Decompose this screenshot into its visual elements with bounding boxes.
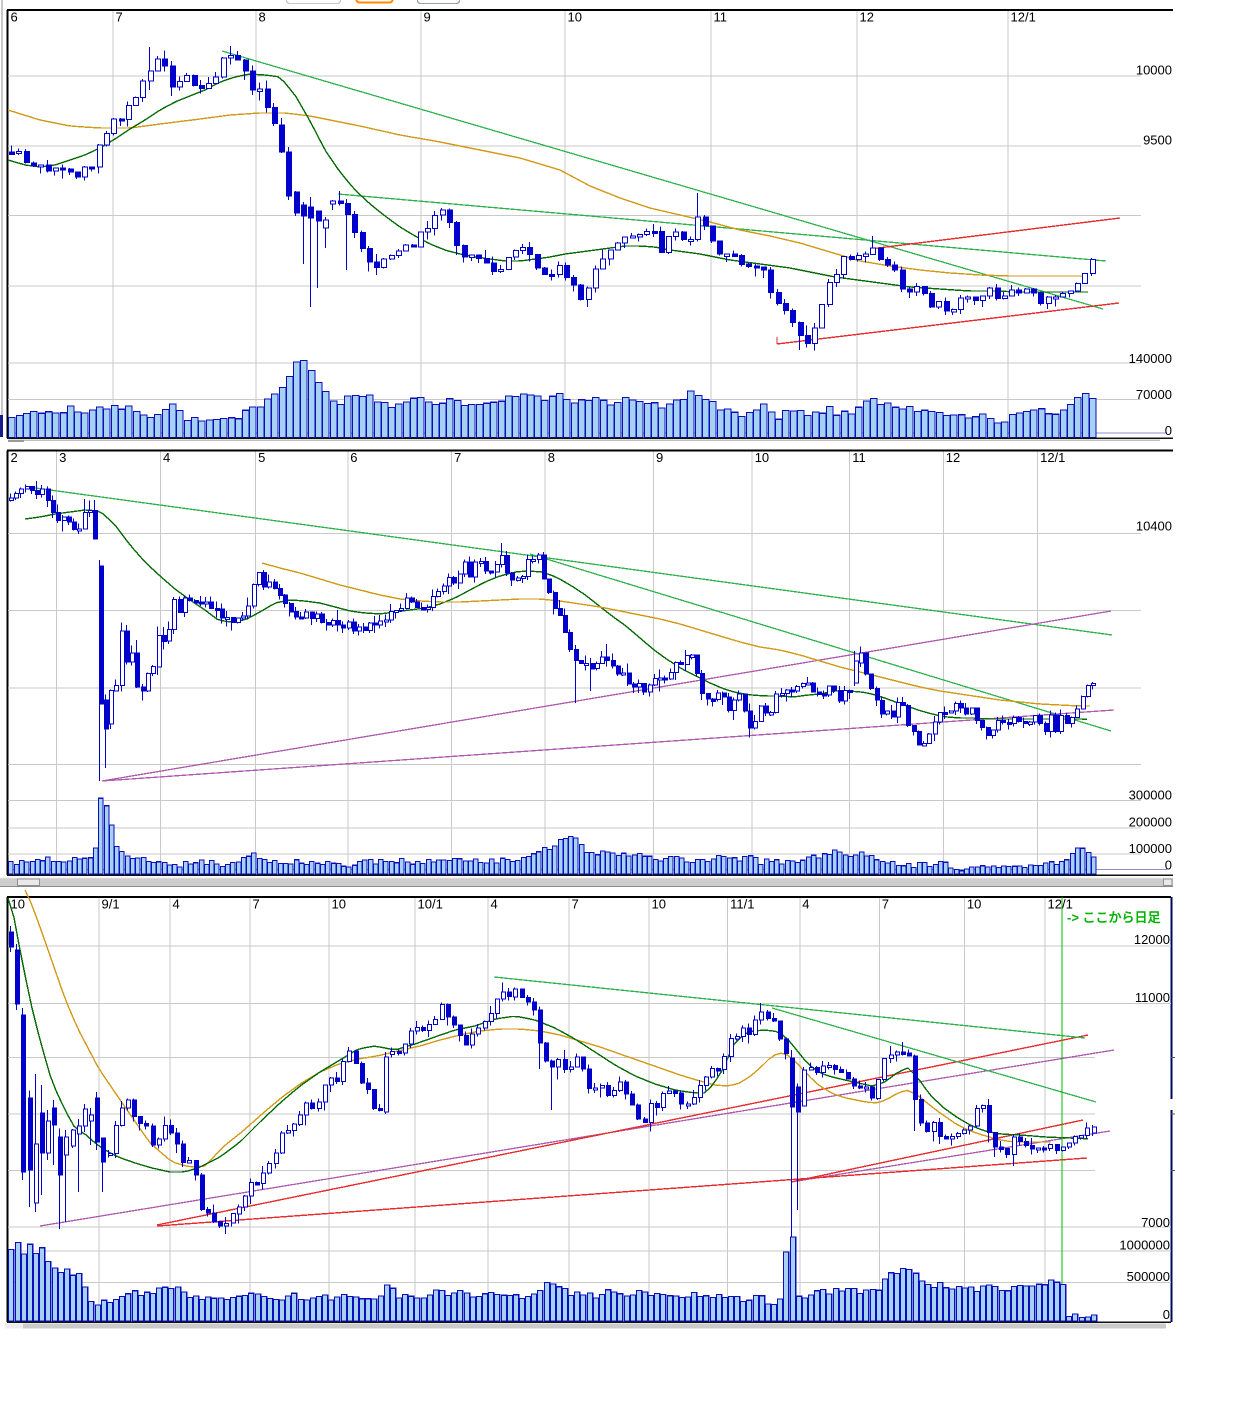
svg-text:7: 7 bbox=[572, 897, 579, 912]
svg-text:8: 8 bbox=[548, 450, 555, 465]
svg-text:1000000: 1000000 bbox=[1119, 1238, 1170, 1253]
svg-text:10000: 10000 bbox=[1136, 63, 1172, 78]
svg-text:4: 4 bbox=[491, 897, 498, 912]
svg-text:10: 10 bbox=[652, 897, 666, 912]
svg-text:6: 6 bbox=[350, 450, 357, 465]
svg-text:0: 0 bbox=[1165, 858, 1172, 873]
svg-text:9/1: 9/1 bbox=[102, 897, 120, 912]
svg-text:-> ここから日足: -> ここから日足 bbox=[1067, 910, 1162, 925]
svg-text:3: 3 bbox=[59, 450, 66, 465]
svg-text:7000: 7000 bbox=[1141, 1215, 1170, 1230]
svg-text:200000: 200000 bbox=[1129, 815, 1172, 830]
svg-text:12000: 12000 bbox=[1134, 932, 1170, 947]
svg-text:7: 7 bbox=[116, 10, 123, 25]
svg-text:10/1: 10/1 bbox=[418, 897, 443, 912]
svg-text:5: 5 bbox=[258, 450, 265, 465]
svg-text:100000: 100000 bbox=[1129, 841, 1172, 856]
svg-text:4: 4 bbox=[163, 450, 170, 465]
svg-text:8: 8 bbox=[259, 10, 266, 25]
svg-text:10: 10 bbox=[967, 897, 981, 912]
svg-text:7: 7 bbox=[454, 450, 461, 465]
svg-text:2: 2 bbox=[11, 450, 18, 465]
svg-text:500000: 500000 bbox=[1127, 1269, 1170, 1284]
svg-text:70000: 70000 bbox=[1136, 387, 1172, 402]
svg-text:12/1: 12/1 bbox=[1048, 897, 1073, 912]
svg-text:10: 10 bbox=[11, 897, 25, 912]
svg-text:0: 0 bbox=[1165, 423, 1172, 438]
svg-text:4: 4 bbox=[802, 897, 809, 912]
svg-text:7: 7 bbox=[253, 897, 260, 912]
svg-text:140000: 140000 bbox=[1129, 351, 1172, 366]
svg-text:9: 9 bbox=[656, 450, 663, 465]
svg-text:11/1: 11/1 bbox=[730, 897, 754, 912]
svg-text:300000: 300000 bbox=[1129, 788, 1172, 803]
svg-text:9: 9 bbox=[424, 10, 431, 25]
svg-text:0: 0 bbox=[1163, 1307, 1170, 1322]
svg-text:4: 4 bbox=[173, 897, 180, 912]
svg-text:10400: 10400 bbox=[1136, 519, 1172, 534]
svg-text:9500: 9500 bbox=[1143, 133, 1172, 148]
svg-text:12/1: 12/1 bbox=[1011, 10, 1036, 25]
svg-text:12/1: 12/1 bbox=[1040, 450, 1065, 465]
svg-text:11: 11 bbox=[852, 450, 866, 465]
svg-text:7: 7 bbox=[882, 897, 889, 912]
svg-text:11: 11 bbox=[714, 10, 728, 25]
svg-text:10: 10 bbox=[332, 897, 346, 912]
svg-text:10: 10 bbox=[568, 10, 582, 25]
svg-text:10: 10 bbox=[755, 450, 769, 465]
svg-text:6: 6 bbox=[11, 10, 18, 25]
svg-text:12: 12 bbox=[946, 450, 960, 465]
svg-text:11000: 11000 bbox=[1135, 990, 1170, 1005]
svg-text:12: 12 bbox=[860, 10, 874, 25]
